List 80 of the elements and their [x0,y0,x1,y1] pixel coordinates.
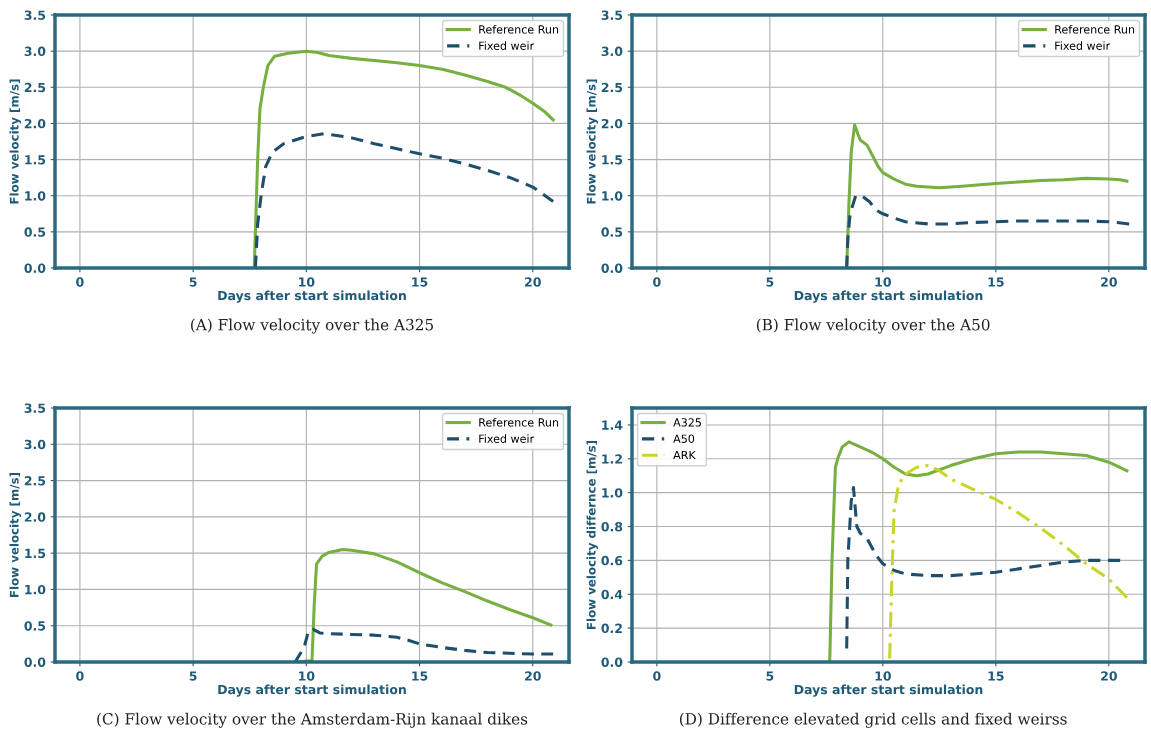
legend-label: Fixed weir [1055,41,1111,50]
y-tick-label: 1.5 [602,155,623,165]
x-tick-label: 15 [988,671,1004,681]
legend-label: A325 [673,418,701,427]
x-tick-label: 5 [766,671,774,681]
y-tick-label: 0.8 [601,522,623,532]
legend-label: ARK [673,450,696,460]
y-tick-label: 0.4 [601,589,623,600]
x-tick-label: 15 [412,671,428,681]
y-tick-label: 0.6 [601,555,623,566]
y-axis-title: Flow velocity [m/s] [9,79,22,204]
legend-label: Fixed weir [479,41,535,50]
y-tick-label: 0.0 [24,657,46,667]
y-tick-label: 0.0 [24,263,46,273]
line-series [253,132,555,268]
y-tick-label: 3.5 [24,403,46,413]
x-tick-label: 15 [412,277,428,287]
y-axis-title: Flow velocity [m/s] [586,79,599,204]
y-tick-label: 3.5 [24,10,46,20]
y-tick-label: 3.0 [601,46,623,57]
x-tick-label: 20 [525,671,541,681]
x-tick-label: 0 [76,671,84,681]
text: (D) Difference elevated grid cells and fixed weirss [679,712,1067,728]
y-tick-label: 1.5 [25,548,46,559]
y-tick-label: 0.5 [24,621,46,631]
legend-label: Reference Run [1055,25,1135,34]
y-tick-label: 3.5 [601,10,623,20]
y-tick-label: 0.0 [601,657,623,667]
legend-label: Reference Run [479,418,559,427]
line-series [888,464,1129,661]
x-tick-label: 10 [875,277,891,287]
legend-label: Fixed weir [479,434,535,443]
line-series [293,627,555,662]
line-series [252,49,555,268]
x-tick-label: 10 [299,277,315,287]
y-tick-label: 2.0 [24,512,46,522]
line-series [845,486,1122,650]
line-series [845,194,1131,268]
y-tick-label: 1.0 [25,191,46,201]
y-tick-label: 2.5 [24,476,46,486]
y-tick-label: 2.5 [601,82,623,93]
x-tick-label: 20 [1101,277,1117,287]
y-tick-label: 2.0 [24,118,46,129]
y-tick-label: 3.0 [24,439,46,450]
y-tick-label: 2.0 [601,118,623,129]
x-tick-label: 5 [189,277,197,287]
text: (A) Flow velocity over the A325 [191,318,433,334]
y-tick-label: 1.0 [602,191,623,201]
y-axis-title: Flow velocity [m/s] [9,473,22,597]
x-axis-title: Days after start simulation [218,290,406,303]
x-tick-label: 10 [299,671,315,681]
y-tick-label: 1.2 [602,454,622,464]
y-tick-label: 0.5 [24,227,46,237]
text: (C) Flow velocity over the Amsterdam-Rijn kanaal dikes [97,712,528,728]
line-series [828,440,1129,662]
y-tick-label: 1.5 [25,155,46,165]
x-tick-label: 5 [766,277,774,287]
y-tick-label: 0.5 [601,227,623,237]
y-tick-label: 1.0 [602,488,623,498]
y-tick-label: 1.4 [602,420,623,430]
legend-label: Reference Run [479,25,559,34]
x-tick-label: 20 [1101,671,1117,681]
x-tick-label: 15 [988,277,1004,287]
x-tick-label: 0 [76,277,84,287]
x-tick-label: 0 [653,277,661,287]
x-tick-label: 10 [875,671,891,681]
x-axis-title: Days after start simulation [794,290,983,303]
x-tick-label: 5 [189,671,197,681]
x-axis-title: Days after start simulation [794,684,983,697]
x-tick-label: 20 [525,277,541,287]
y-tick-label: 3.0 [24,46,46,57]
y-tick-label: 0.2 [601,623,622,634]
y-axis-title: Flow velocity differnce [m/s] [586,440,599,629]
x-tick-label: 0 [653,671,661,681]
x-axis-title: Days after start simulation [218,684,406,697]
text: (B) Flow velocity over the A50 [756,318,990,334]
y-tick-label: 1.0 [25,584,46,595]
y-tick-label: 0.0 [601,263,623,273]
y-tick-label: 2.5 [24,82,46,93]
legend-label: A50 [673,434,695,443]
